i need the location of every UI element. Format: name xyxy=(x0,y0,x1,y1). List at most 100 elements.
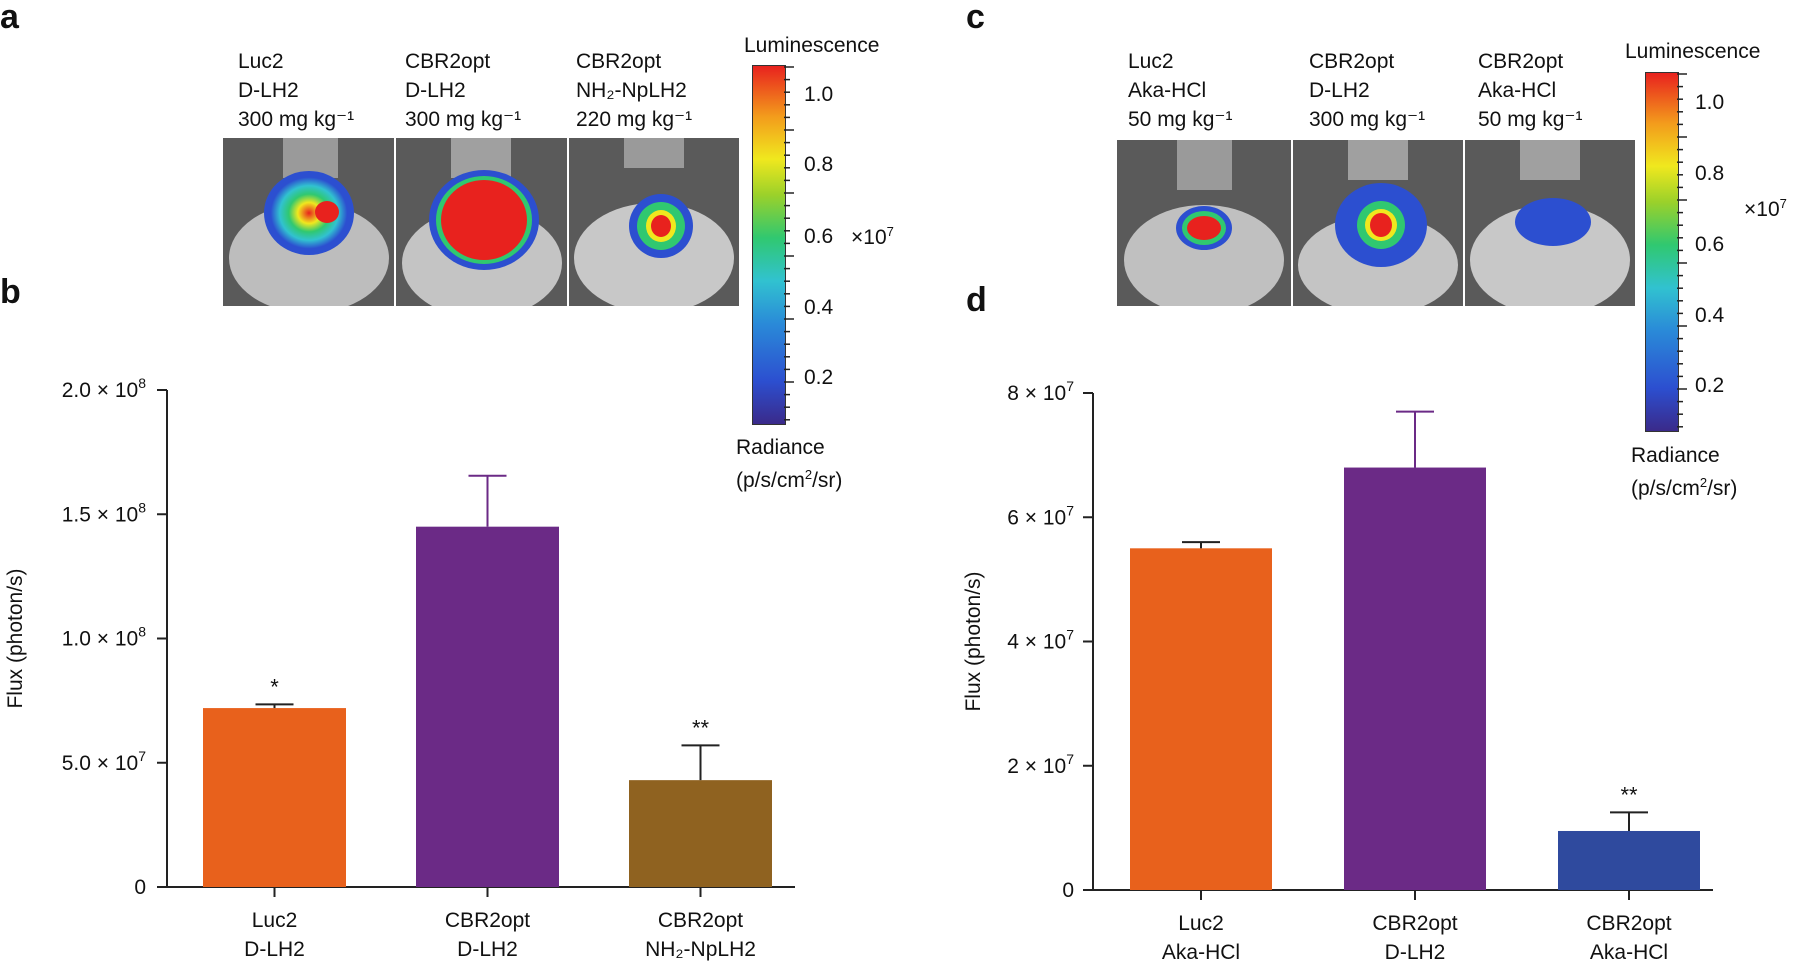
condition-name: Luc2 xyxy=(238,50,284,73)
panel-a-colorbar-tick-label: 0.2 xyxy=(804,366,834,389)
significance-marker: * xyxy=(270,674,279,699)
units-part: (p/s/cm xyxy=(1631,477,1700,500)
y-axis-label: Flux (photon/s) xyxy=(962,571,985,711)
panel-a-condition-3: CBR2opt NH₂-NpLH2 220 mg kg⁻¹ xyxy=(576,47,692,134)
units-part: /sr) xyxy=(812,469,843,492)
tick-exponent: 8 xyxy=(138,499,146,515)
panel-a-colorbar xyxy=(752,65,786,425)
panel-a-condition-1: Luc2 D-LH2 300 mg kg⁻¹ xyxy=(238,47,354,134)
condition-substrate: D-LH2 xyxy=(405,79,466,102)
panel-a-mouse-image-3 xyxy=(569,138,739,306)
tick-exponent: 8 xyxy=(138,624,146,640)
x-category-label-line1: CBR2opt xyxy=(1372,912,1457,935)
panel-a-colorbar-ticks xyxy=(784,66,794,421)
tick-mantissa: 0 xyxy=(134,876,146,899)
radiance-units: (p/s/cm2/sr) xyxy=(1631,469,1737,502)
panel-a-colorbar-unit: ×107 xyxy=(851,224,894,250)
panel-a-mouse-image-2 xyxy=(396,138,567,306)
x-category-label-line1: Luc2 xyxy=(252,909,298,932)
tick-exponent: 7 xyxy=(1066,378,1074,394)
tick-exponent: 7 xyxy=(1066,502,1074,518)
tick-mantissa: 6 × 10 xyxy=(1007,506,1066,529)
tick-exponent: 7 xyxy=(1066,751,1074,767)
x-category-label-line1: CBR2opt xyxy=(445,909,530,932)
radiance-units: (p/s/cm2/sr) xyxy=(736,461,842,494)
y-tick-label: 1.5 × 108 xyxy=(62,499,146,526)
bar xyxy=(203,708,346,887)
tick-exponent: 7 xyxy=(1066,627,1074,643)
tick-mantissa: 4 × 10 xyxy=(1007,631,1066,654)
radiance-label: Radiance xyxy=(1631,444,1720,467)
bar xyxy=(1344,467,1486,890)
panel-letter-b: b xyxy=(0,273,21,311)
condition-substrate: NH₂-NpLH2 xyxy=(576,79,687,102)
x-category-label-line2: D-LH2 xyxy=(244,938,305,961)
unit-base: ×10 xyxy=(851,226,887,249)
panel-c-colorbar-title: Luminescence xyxy=(1625,40,1761,63)
condition-substrate: Aka-HCl xyxy=(1128,79,1207,102)
unit-base: ×10 xyxy=(1744,198,1780,221)
tick-exponent: 7 xyxy=(138,748,146,764)
condition-dose: 300 mg kg⁻¹ xyxy=(1309,108,1426,131)
panel-c-mouse-image-2 xyxy=(1293,140,1463,306)
y-axis-label: Flux (photon/s) xyxy=(4,568,27,708)
x-category-label-line2: NH₂-NpLH2 xyxy=(645,938,756,961)
significance-marker: ** xyxy=(692,715,710,740)
panel-c-condition-2: CBR2opt D-LH2 300 mg kg⁻¹ xyxy=(1309,47,1425,134)
condition-name: CBR2opt xyxy=(1478,50,1564,73)
tick-mantissa: 1.5 × 10 xyxy=(62,503,138,526)
condition-name: CBR2opt xyxy=(576,50,662,73)
radiance-label: Radiance xyxy=(736,436,825,459)
condition-dose: 50 mg kg⁻¹ xyxy=(1478,108,1583,131)
panel-c-colorbar-footer: Radiance (p/s/cm2/sr) xyxy=(1631,442,1737,502)
y-tick-label: 6 × 107 xyxy=(1007,502,1074,529)
panel-c-condition-3: CBR2opt Aka-HCl 50 mg kg⁻¹ xyxy=(1478,47,1582,134)
y-tick-label: 5.0 × 107 xyxy=(62,748,146,775)
units-exponent: 2 xyxy=(1699,475,1708,490)
y-tick-label: 1.0 × 108 xyxy=(62,624,146,651)
bar xyxy=(416,526,559,887)
units-exponent: 2 xyxy=(804,467,813,482)
panel-c-mouse-image-3 xyxy=(1465,140,1635,306)
condition-substrate: Aka-HCl xyxy=(1478,79,1557,102)
y-tick-label: 0 xyxy=(1062,879,1074,902)
panel-a-mouse-image-1 xyxy=(223,138,394,306)
condition-dose: 300 mg kg⁻¹ xyxy=(405,108,522,131)
tick-exponent: 8 xyxy=(138,375,146,391)
y-tick-label: 4 × 107 xyxy=(1007,627,1074,654)
panel-a-colorbar-tick-label: 0.8 xyxy=(804,153,834,176)
y-tick-label: 0 xyxy=(134,876,146,899)
panel-c-colorbar-tick-label: 0.2 xyxy=(1695,374,1725,397)
panel-c-colorbar-tick-label: 0.4 xyxy=(1695,304,1725,327)
x-category-label-line2: D-LH2 xyxy=(1385,941,1446,964)
tick-mantissa: 0 xyxy=(1062,879,1074,902)
y-tick-label: 2.0 × 108 xyxy=(62,375,146,402)
panel-c-mouse-image-1 xyxy=(1117,140,1291,306)
tick-mantissa: 2.0 × 10 xyxy=(62,379,138,402)
condition-dose: 50 mg kg⁻¹ xyxy=(1128,108,1233,131)
bar xyxy=(1130,548,1272,890)
x-category-label-line2: D-LH2 xyxy=(457,938,518,961)
bar xyxy=(629,780,772,887)
panel-a-colorbar-tick-label: 1.0 xyxy=(804,83,834,106)
panel-c-colorbar-tick-label: 0.8 xyxy=(1695,162,1725,185)
condition-name: Luc2 xyxy=(1128,50,1174,73)
condition-dose: 220 mg kg⁻¹ xyxy=(576,108,693,131)
unit-exponent: 7 xyxy=(886,224,894,239)
condition-name: CBR2opt xyxy=(405,50,491,73)
panel-c-colorbar-unit: ×107 xyxy=(1744,196,1787,222)
panel-a-colorbar-title: Luminescence xyxy=(744,34,880,57)
condition-dose: 300 mg kg⁻¹ xyxy=(238,108,355,131)
bar xyxy=(1558,830,1700,890)
x-category-label-line1: Luc2 xyxy=(1178,912,1224,935)
panel-c-colorbar xyxy=(1645,72,1679,432)
panel-letter-d: d xyxy=(966,281,987,319)
y-tick-label: 8 × 107 xyxy=(1007,378,1074,405)
x-category-label-line1: CBR2opt xyxy=(1586,912,1671,935)
unit-exponent: 7 xyxy=(1779,196,1787,211)
tick-mantissa: 1.0 × 10 xyxy=(62,628,138,651)
panel-c-colorbar-tick-label: 1.0 xyxy=(1695,91,1725,114)
panel-a-colorbar-tick-label: 0.4 xyxy=(804,296,834,319)
